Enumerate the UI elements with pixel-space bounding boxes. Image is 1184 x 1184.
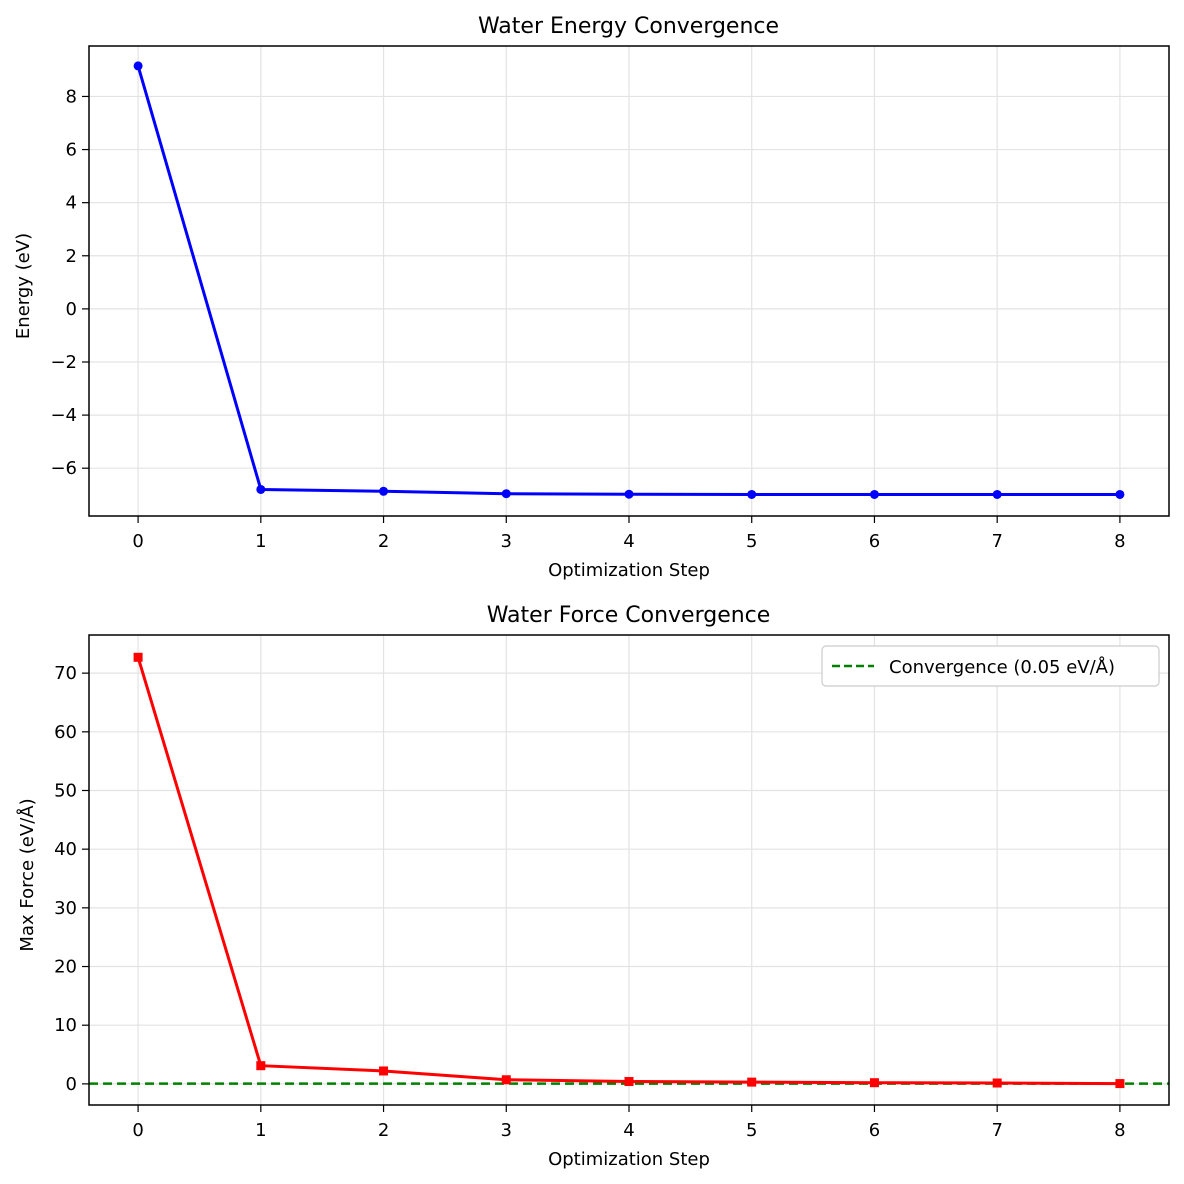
force-y-axis-label: Max Force (eV/Å) [16, 798, 38, 951]
force-data-point [1115, 1079, 1125, 1089]
legend-box [821, 645, 1160, 687]
force-data-point [133, 652, 143, 662]
energy-y-axis-label: Energy (eV) [13, 233, 34, 339]
energy-y-tick-label: −6 [50, 458, 77, 479]
energy-data-point [869, 489, 879, 499]
energy-y-tick-label: 8 [66, 86, 77, 107]
energy-x-tick-label: 8 [1114, 531, 1125, 552]
force-y-tick-label: 40 [54, 839, 77, 860]
force-data-point [869, 1078, 879, 1088]
force-y-tick-label: 20 [54, 957, 77, 978]
force-series [133, 652, 1125, 1089]
force-y-tick-label: 10 [54, 1015, 77, 1036]
legend-label-convergence: Convergence (0.05 eV/Å) [889, 656, 1115, 678]
energy-x-tick-label: 2 [378, 531, 389, 552]
energy-data-point [256, 484, 266, 494]
force-data-point [624, 1077, 634, 1087]
energy-x-tick-label: 5 [746, 531, 757, 552]
energy-data-point [133, 61, 143, 71]
force-x-axis-label: Optimization Step [548, 1149, 710, 1170]
force-x-tick-label: 7 [991, 1120, 1002, 1141]
energy-ticks: 0 1 2 3 4 5 6 7 8 8 6 4 2 0 −2 −4 −6 [50, 86, 1125, 552]
energy-x-axis-label: Optimization Step [548, 560, 710, 581]
force-x-tick-label: 6 [869, 1120, 880, 1141]
force-data-point [256, 1061, 266, 1071]
energy-y-tick-label: 0 [66, 299, 77, 320]
energy-data-point [379, 486, 389, 496]
energy-x-tick-label: 1 [255, 531, 266, 552]
force-data-point [992, 1078, 1002, 1088]
force-data-point [379, 1066, 389, 1076]
energy-x-tick-label: 0 [132, 531, 143, 552]
energy-y-tick-label: 4 [66, 193, 77, 214]
energy-data-point [624, 489, 634, 499]
force-x-tick-label: 2 [378, 1120, 389, 1141]
energy-plot-frame [88, 45, 1170, 517]
force-x-tick-label: 5 [746, 1120, 757, 1141]
energy-data-point [992, 489, 1002, 499]
force-y-tick-label: 50 [54, 780, 77, 801]
force-grid [89, 635, 1169, 1105]
energy-y-tick-label: −4 [50, 405, 77, 426]
force-legend: Convergence (0.05 eV/Å) [821, 645, 1160, 687]
energy-x-tick-label: 4 [623, 531, 634, 552]
force-y-tick-label: 0 [66, 1074, 77, 1095]
force-data-point [747, 1077, 757, 1087]
force-x-tick-label: 0 [132, 1120, 143, 1141]
energy-chart-title: Water Energy Convergence [478, 14, 779, 39]
force-x-tick-label: 1 [255, 1120, 266, 1141]
force-y-tick-label: 30 [54, 898, 77, 919]
force-x-tick-label: 8 [1114, 1120, 1125, 1141]
force-chart-title: Water Force Convergence [487, 603, 771, 628]
energy-x-tick-label: 7 [991, 531, 1002, 552]
energy-y-tick-label: 2 [66, 246, 77, 267]
force-ticks: 0 1 2 3 4 5 6 7 8 70 60 50 40 30 20 10 0 [54, 663, 1126, 1141]
energy-series [133, 61, 1125, 499]
force-x-tick-label: 4 [623, 1120, 634, 1141]
energy-chart: Water Energy Convergence 0 1 2 3 4 5 6 7 8 8 6 4 2 0 −… [13, 14, 1170, 581]
energy-data-point [747, 489, 757, 499]
energy-x-tick-label: 6 [869, 531, 880, 552]
energy-data-point [501, 489, 511, 499]
force-y-tick-label: 60 [54, 722, 77, 743]
force-plot-frame [88, 634, 1170, 1106]
energy-x-tick-label: 3 [501, 531, 512, 552]
energy-y-tick-label: 6 [66, 140, 77, 161]
energy-data-point [1115, 489, 1125, 499]
force-y-tick-label: 70 [54, 663, 77, 684]
force-data-point [501, 1075, 511, 1085]
energy-y-tick-label: −2 [50, 352, 77, 373]
force-chart: Water Force Convergence 0 1 2 3 4 5 6 7 8 70 60 50 4… [16, 603, 1170, 1170]
energy-grid [89, 46, 1169, 516]
force-x-tick-label: 3 [501, 1120, 512, 1141]
